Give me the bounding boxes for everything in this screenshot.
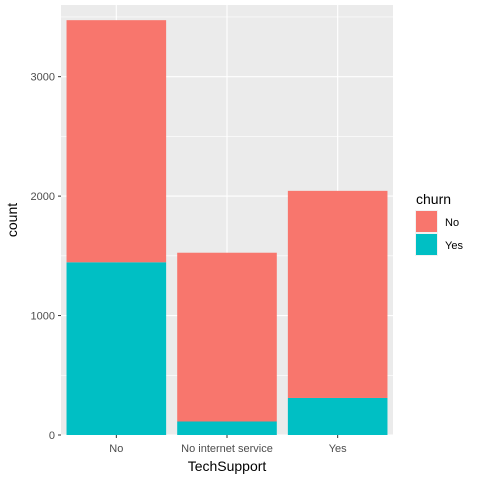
bar-no xyxy=(66,20,167,263)
y-tick-label: 1000 xyxy=(31,311,55,323)
legend-title: churn xyxy=(416,191,451,207)
y-axis-title: count xyxy=(4,203,20,237)
y-tick-label: 2000 xyxy=(31,191,55,203)
bar-no xyxy=(177,252,277,422)
x-tick-label: Yes xyxy=(329,443,347,455)
legend: churn No Yes xyxy=(415,191,463,256)
y-tick-label: 3000 xyxy=(31,72,55,84)
y-axis-ticks: 0 1000 2000 3000 xyxy=(31,72,61,442)
x-axis-title: TechSupport xyxy=(188,458,267,474)
legend-label: No xyxy=(445,217,459,229)
x-tick-label: No internet service xyxy=(181,443,273,455)
y-tick-label: 0 xyxy=(49,430,55,442)
x-axis-ticks: No No internet service Yes xyxy=(109,435,347,455)
bars xyxy=(66,20,388,435)
legend-key-swatch xyxy=(416,234,437,255)
bar-yes xyxy=(177,421,277,435)
bar-yes xyxy=(287,397,388,435)
x-tick-label: No xyxy=(109,443,123,455)
legend-items: No Yes xyxy=(415,210,463,256)
bar-yes xyxy=(66,262,167,435)
legend-key-swatch xyxy=(416,211,437,232)
legend-label: Yes xyxy=(445,240,463,252)
bar-no xyxy=(287,190,388,398)
